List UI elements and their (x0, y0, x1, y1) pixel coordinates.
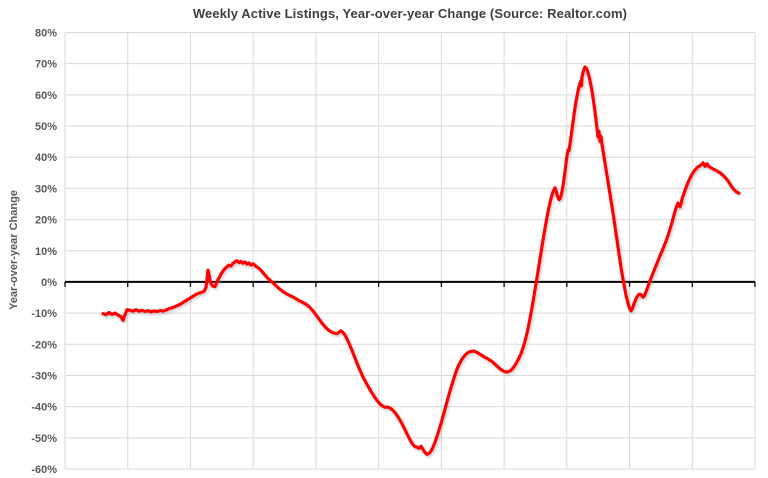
chart-title: Weekly Active Listings, Year-over-year C… (192, 6, 628, 21)
y-tick-label: 70% (35, 59, 57, 71)
data-line (101, 65, 741, 456)
y-tick-label: 50% (35, 121, 57, 133)
y-tick-label: -20% (31, 339, 57, 351)
y-tick-label: -60% (31, 464, 57, 476)
y-tick-label: 80% (35, 28, 57, 40)
y-tick-label: 10% (35, 246, 57, 258)
y-tick-label: -30% (31, 370, 57, 382)
y-tick-label: 0% (41, 277, 57, 289)
y-tick-label: 40% (35, 152, 57, 164)
y-tick-label: -40% (31, 402, 57, 414)
y-tick-label: 30% (35, 183, 57, 195)
y-tick-label: -10% (31, 308, 57, 320)
y-tick-label: 60% (35, 90, 57, 102)
y-tick-label: -50% (31, 433, 57, 445)
y-axis-title: Year-over-year Change (8, 190, 20, 310)
y-tick-label: 20% (35, 215, 57, 227)
